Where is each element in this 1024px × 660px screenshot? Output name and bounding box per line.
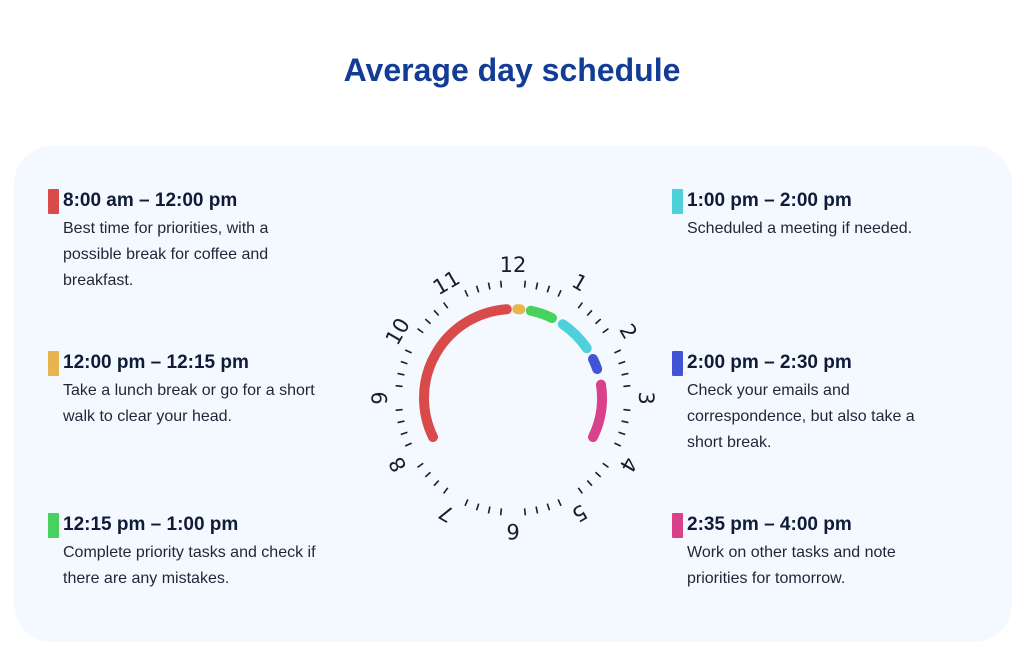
clock-tick	[546, 285, 551, 293]
color-swatch	[672, 351, 683, 376]
clock-tick	[487, 282, 491, 290]
color-swatch	[672, 189, 683, 214]
clock-tick	[618, 360, 626, 365]
clock-tick	[499, 280, 503, 288]
clock-tick	[395, 408, 403, 412]
clock-tick	[594, 318, 602, 325]
clock-number-12: 12	[500, 253, 527, 277]
clock-tick	[433, 479, 440, 487]
time-range: 1:00 pm – 2:00 pm	[687, 190, 852, 211]
clock-number-4: 4	[614, 453, 641, 477]
clock-tick	[404, 442, 412, 447]
schedule-arc-3	[557, 319, 592, 354]
schedule-panel	[14, 146, 1012, 642]
clock-tick	[400, 431, 408, 436]
clock-tick	[417, 462, 424, 469]
clock-tick	[535, 282, 539, 290]
clock-number-2: 2	[614, 320, 641, 344]
clock-tick	[523, 280, 527, 288]
clock-tick	[614, 349, 622, 354]
clock-tick	[614, 442, 622, 447]
clock-tick	[594, 471, 602, 478]
clock-tick	[577, 302, 584, 309]
clock-tick	[397, 420, 405, 424]
clock-tick	[602, 462, 609, 469]
clock-number-7: 7	[435, 499, 459, 526]
time-range: 8:00 am – 12:00 pm	[63, 190, 238, 211]
schedule-arc-0	[419, 304, 512, 443]
clock-tick	[464, 499, 469, 507]
clock-tick	[433, 309, 440, 317]
clock-number-10: 10	[381, 314, 415, 349]
clock-tick	[404, 349, 412, 354]
clock-number-6: 6	[506, 519, 519, 540]
description: Complete priority tasks and check if the…	[63, 544, 316, 587]
clock-tick	[586, 479, 593, 487]
clock-tick	[475, 503, 480, 511]
clock-tick	[557, 289, 562, 297]
schedule-arc-5	[587, 379, 607, 443]
description: Take a lunch break or go for a short wal…	[63, 382, 315, 425]
color-swatch	[672, 513, 683, 538]
color-swatch	[48, 513, 59, 538]
clock-dial: 12 12 3 45 6 78 9 10 11	[368, 253, 658, 540]
schedule-arc-2	[525, 305, 558, 324]
clock-number-1: 1	[568, 269, 592, 296]
clock-tick	[424, 318, 432, 325]
clock-number-9: 9	[368, 391, 392, 404]
clock-tick	[623, 384, 631, 388]
page-title: Average day schedule	[343, 52, 681, 88]
clock-tick	[442, 302, 449, 309]
clock-tick	[586, 309, 593, 317]
clock-tick	[499, 508, 503, 516]
clock-tick	[487, 506, 491, 514]
clock-tick	[621, 372, 629, 376]
time-range: 12:15 pm – 1:00 pm	[63, 514, 239, 535]
color-swatch	[48, 351, 59, 376]
description: Scheduled a meeting if needed.	[687, 220, 913, 237]
clock-tick	[577, 487, 584, 494]
color-swatch	[48, 189, 59, 214]
time-range: 12:00 pm – 12:15 pm	[63, 352, 249, 373]
clock-number-3: 3	[634, 391, 658, 404]
schedule-arc-4	[587, 353, 603, 375]
clock-numbers: 12 12 3 45 6 78 9 10 11	[368, 253, 658, 540]
clock-tick	[395, 384, 403, 388]
clock-tick	[464, 289, 469, 297]
clock-tick	[618, 431, 626, 436]
schedule-arcs	[419, 304, 607, 443]
clock-tick	[424, 471, 432, 478]
clock-ticks	[395, 280, 631, 516]
description: Check your emails and correspondence, bu…	[687, 382, 915, 451]
clock-tick	[623, 408, 631, 412]
clock-tick	[557, 499, 562, 507]
clock-number-5: 5	[568, 499, 592, 526]
clock-tick	[475, 285, 480, 293]
time-range: 2:35 pm – 4:00 pm	[687, 514, 852, 535]
time-range: 2:00 pm – 2:30 pm	[687, 352, 852, 373]
description: Work on other tasks and note priorities …	[687, 544, 896, 587]
clock-tick	[442, 487, 449, 494]
clock-tick	[400, 360, 408, 365]
clock-number-11: 11	[429, 266, 464, 300]
clock-tick	[535, 506, 539, 514]
clock-tick	[397, 372, 405, 376]
clock-tick	[621, 420, 629, 424]
clock-tick	[417, 327, 424, 334]
clock-tick	[523, 508, 527, 516]
clock-tick	[546, 503, 551, 511]
clock-number-8: 8	[384, 453, 411, 477]
description: Best time for priorities, with a possibl…	[63, 220, 269, 289]
clock-tick	[602, 327, 609, 334]
